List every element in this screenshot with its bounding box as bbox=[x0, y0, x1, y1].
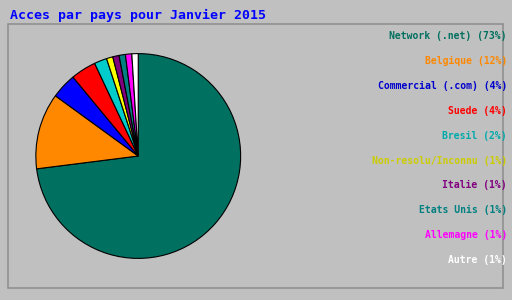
Wedge shape bbox=[73, 63, 138, 156]
Wedge shape bbox=[113, 56, 138, 156]
Text: Suede (4%): Suede (4%) bbox=[448, 106, 507, 116]
Wedge shape bbox=[95, 58, 138, 156]
Text: Belgique (12%): Belgique (12%) bbox=[424, 56, 507, 66]
Wedge shape bbox=[106, 57, 138, 156]
Text: Autre (1%): Autre (1%) bbox=[448, 255, 507, 265]
Wedge shape bbox=[132, 54, 138, 156]
Text: Bresil (2%): Bresil (2%) bbox=[442, 130, 507, 141]
Wedge shape bbox=[36, 96, 138, 169]
Text: Acces par pays pour Janvier 2015: Acces par pays pour Janvier 2015 bbox=[10, 9, 266, 22]
Wedge shape bbox=[37, 54, 241, 258]
Text: Allemagne (1%): Allemagne (1%) bbox=[424, 230, 507, 240]
Text: Etats Unis (1%): Etats Unis (1%) bbox=[419, 205, 507, 215]
Text: Commercial (.com) (4%): Commercial (.com) (4%) bbox=[378, 81, 507, 91]
Text: Italie (1%): Italie (1%) bbox=[442, 180, 507, 190]
Wedge shape bbox=[119, 54, 138, 156]
Text: Network (.net) (73%): Network (.net) (73%) bbox=[390, 31, 507, 41]
Text: Non-resolu/Inconnu (1%): Non-resolu/Inconnu (1%) bbox=[372, 155, 507, 166]
Wedge shape bbox=[125, 54, 138, 156]
Wedge shape bbox=[55, 77, 138, 156]
